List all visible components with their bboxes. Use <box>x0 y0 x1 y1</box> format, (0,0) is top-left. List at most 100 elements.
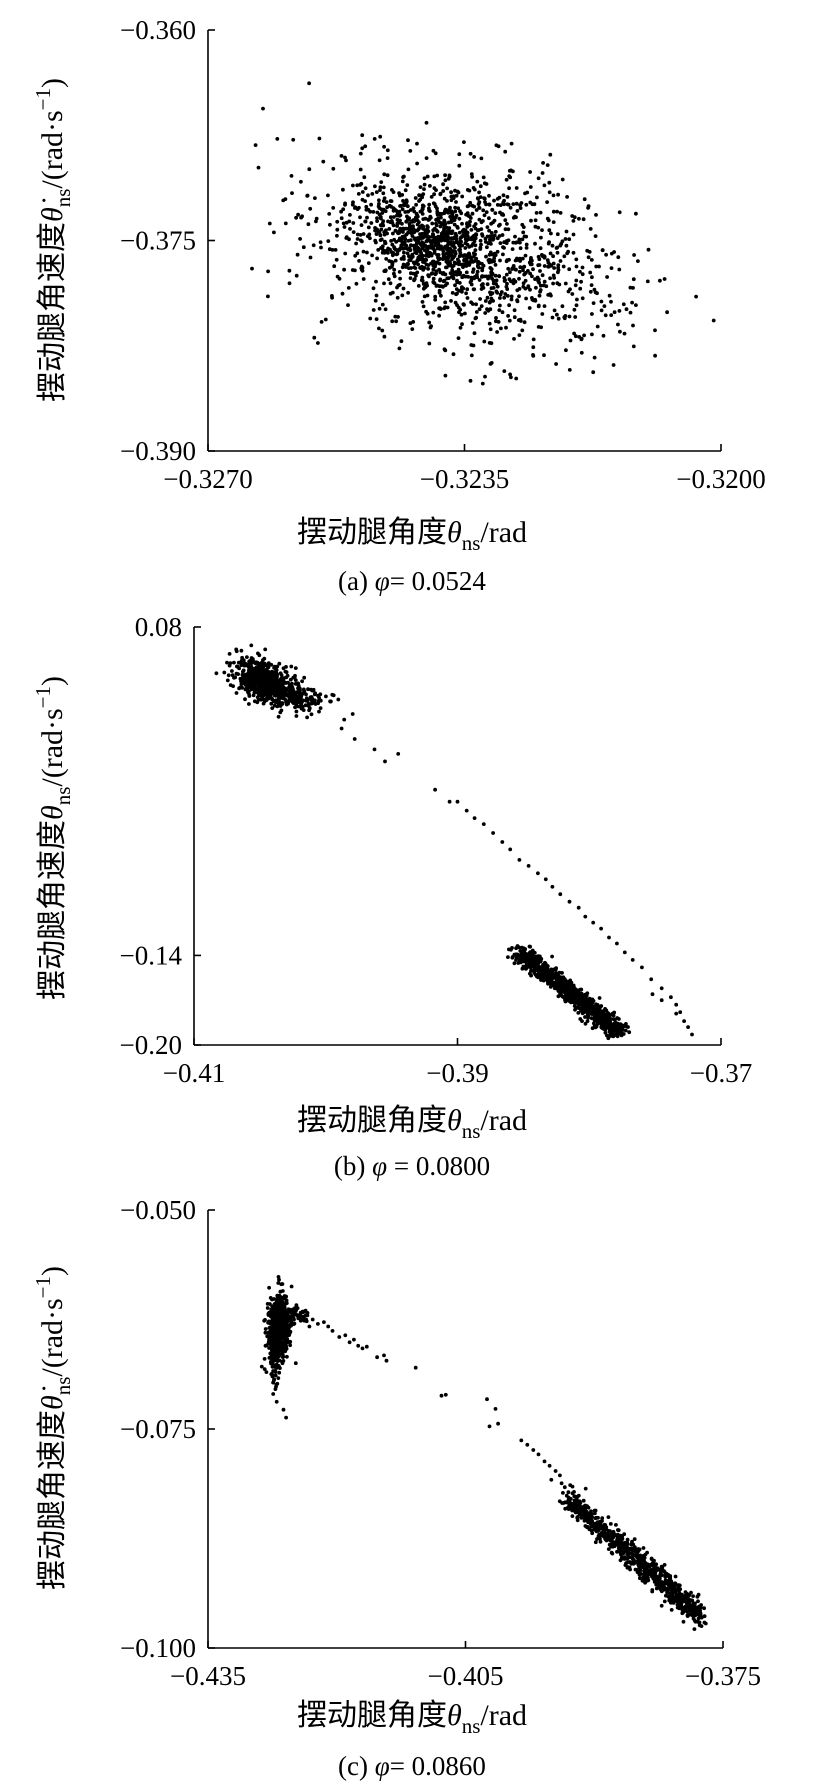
data-point <box>495 197 500 201</box>
data-point <box>487 228 491 233</box>
data-point <box>249 656 254 660</box>
data-point <box>408 149 413 153</box>
data-point <box>294 709 299 714</box>
data-point <box>551 220 556 225</box>
data-point <box>432 192 436 197</box>
data-point <box>472 239 477 244</box>
data-point <box>449 236 454 241</box>
data-point <box>489 341 494 346</box>
y-axis-title-part: ) <box>36 676 69 686</box>
data-point <box>618 1546 623 1550</box>
data-point <box>257 674 261 678</box>
data-point <box>317 709 321 714</box>
data-point <box>442 196 447 201</box>
data-point <box>366 193 370 198</box>
data-point <box>272 703 277 708</box>
data-point <box>355 207 360 212</box>
data-point <box>269 701 274 706</box>
data-point <box>452 260 457 265</box>
data-point <box>352 737 357 741</box>
data-point <box>477 217 482 222</box>
data-point <box>468 151 473 156</box>
data-point <box>532 954 537 959</box>
data-point <box>442 238 447 243</box>
data-point <box>473 248 478 253</box>
data-point <box>645 1568 650 1572</box>
data-point <box>389 204 393 209</box>
data-point <box>359 223 364 228</box>
data-point <box>625 1565 630 1569</box>
data-point <box>410 220 415 224</box>
data-point <box>438 278 442 283</box>
data-point <box>402 240 407 245</box>
data-point <box>293 666 298 670</box>
data-point <box>422 176 427 181</box>
data-point <box>580 296 585 301</box>
data-point <box>274 1384 278 1389</box>
data-point <box>509 294 514 299</box>
data-point <box>523 951 528 956</box>
y-axis-title: 摆动腿角速度θ̇ns/(rad·s−1) <box>31 78 75 402</box>
data-point <box>427 274 431 279</box>
data-point <box>300 214 304 219</box>
data-point <box>495 249 500 254</box>
data-point <box>674 1599 679 1603</box>
data-point <box>550 884 555 889</box>
data-point <box>512 337 516 341</box>
data-point <box>413 266 418 270</box>
data-point <box>296 212 300 217</box>
data-point <box>515 955 520 960</box>
data-point <box>406 262 410 267</box>
data-point <box>402 234 407 238</box>
data-point <box>697 1612 702 1616</box>
data-point <box>579 998 584 1003</box>
data-point <box>256 165 261 170</box>
data-point <box>558 211 563 215</box>
data-point <box>367 232 372 237</box>
data-point <box>538 246 543 251</box>
data-point <box>505 222 509 226</box>
data-point <box>466 213 471 218</box>
data-point <box>620 1537 624 1542</box>
data-points <box>250 81 716 386</box>
data-point <box>426 267 430 271</box>
data-point <box>508 847 513 852</box>
data-point <box>671 1589 676 1594</box>
data-point <box>272 685 277 690</box>
data-point <box>516 953 520 957</box>
data-point <box>686 1604 690 1609</box>
data-point <box>581 217 586 222</box>
data-point <box>591 920 596 925</box>
data-point <box>369 202 373 207</box>
data-point <box>408 321 413 326</box>
data-point <box>272 1302 277 1307</box>
data-point <box>471 251 476 256</box>
data-point <box>542 279 547 284</box>
data-point <box>430 221 435 226</box>
data-point <box>551 254 555 259</box>
data-point <box>291 687 295 692</box>
data-point <box>591 370 596 375</box>
data-point <box>395 217 400 222</box>
data-point <box>570 1491 575 1496</box>
data-point <box>563 237 568 241</box>
data-point <box>362 175 367 180</box>
data-point <box>551 193 556 198</box>
data-point <box>578 1017 583 1021</box>
data-point <box>457 230 462 235</box>
data-point <box>646 1572 651 1577</box>
data-point <box>612 250 616 254</box>
data-point <box>265 1306 270 1310</box>
data-point <box>278 1344 283 1349</box>
data-point <box>611 363 616 367</box>
data-point <box>520 945 524 950</box>
data-point <box>239 663 244 668</box>
data-point <box>593 1523 598 1528</box>
data-point <box>402 203 407 208</box>
data-point <box>433 297 438 302</box>
data-point <box>381 191 386 196</box>
data-point <box>404 198 409 203</box>
data-point <box>583 1524 588 1528</box>
data-point <box>443 235 447 239</box>
data-point <box>472 331 477 336</box>
